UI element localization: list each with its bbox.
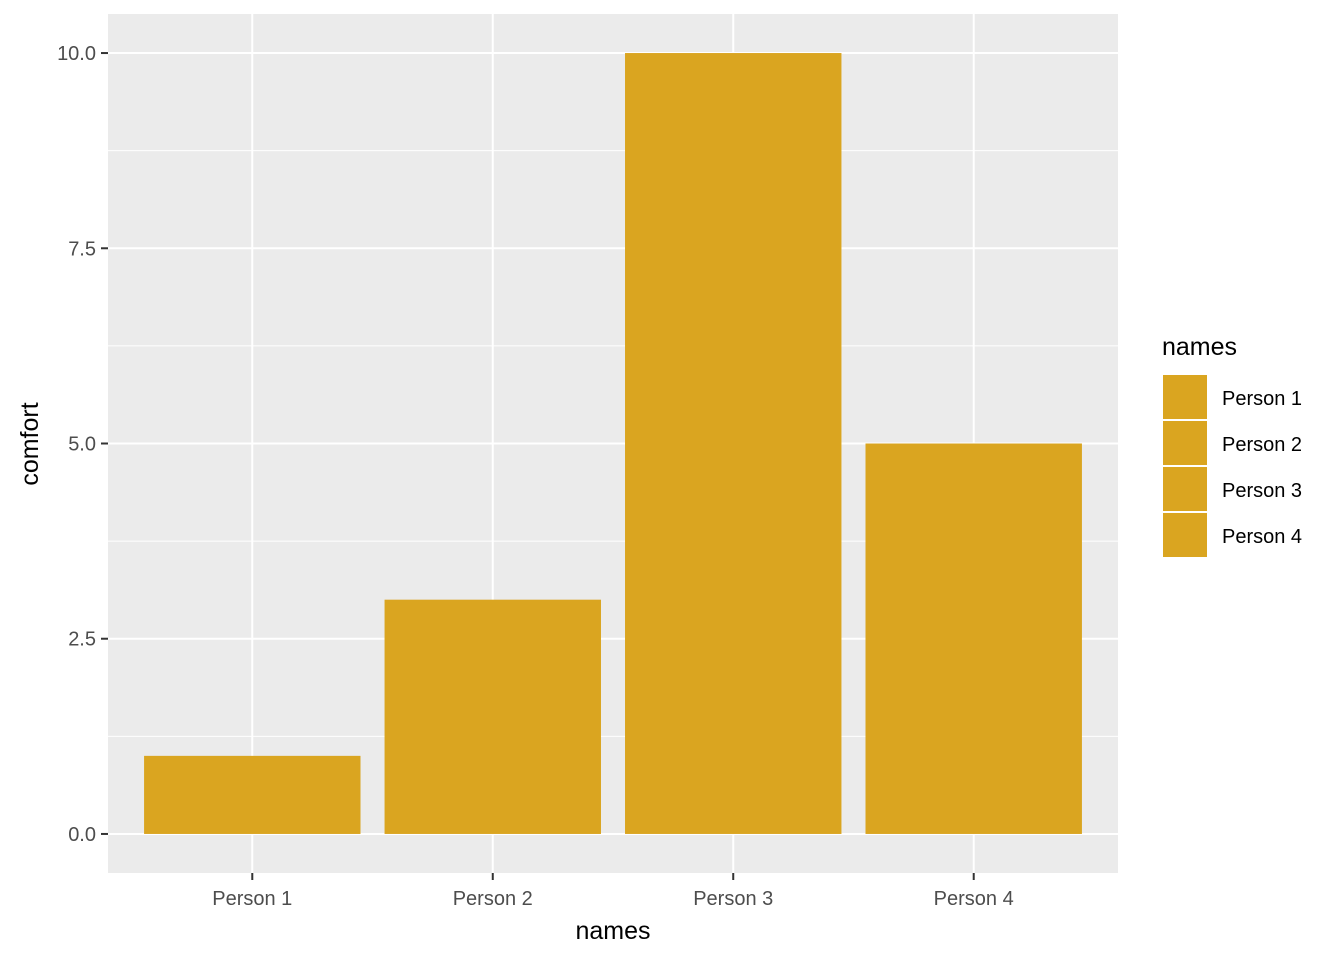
y-tick-label: 7.5 [68,238,96,260]
x-tick-label: Person 3 [693,888,773,910]
bar [144,755,361,834]
legend-key [1163,467,1207,511]
bar [865,443,1082,834]
bar [625,53,842,834]
x-axis: Person 1 Person 2 Person 3 Person 4 [212,873,1014,910]
y-tick-label: 2.5 [68,629,96,651]
legend-label: Person 4 [1222,526,1302,548]
y-axis: 0.0 2.5 5.0 7.5 10.0 [57,43,108,846]
legend-label: Person 1 [1222,388,1302,410]
y-tick-label: 5.0 [68,434,96,456]
x-axis-title: names [575,917,650,945]
legend-title: names [1162,333,1237,361]
legend-key [1163,421,1207,465]
legend-label: Person 3 [1222,480,1302,502]
legend: names Person 1 Person 2 Person 3 Person 4 [1162,333,1302,558]
x-tick-label: Person 1 [212,888,292,910]
y-axis-title: comfort [16,402,44,485]
y-tick-label: 10.0 [57,43,96,65]
x-tick-label: Person 2 [453,888,533,910]
legend-key [1163,375,1207,419]
bars [144,53,1082,834]
bar [384,599,601,834]
y-tick-label: 0.0 [68,824,96,846]
legend-label: Person 2 [1222,434,1302,456]
legend-key [1163,513,1207,557]
x-tick-label: Person 4 [934,888,1014,910]
